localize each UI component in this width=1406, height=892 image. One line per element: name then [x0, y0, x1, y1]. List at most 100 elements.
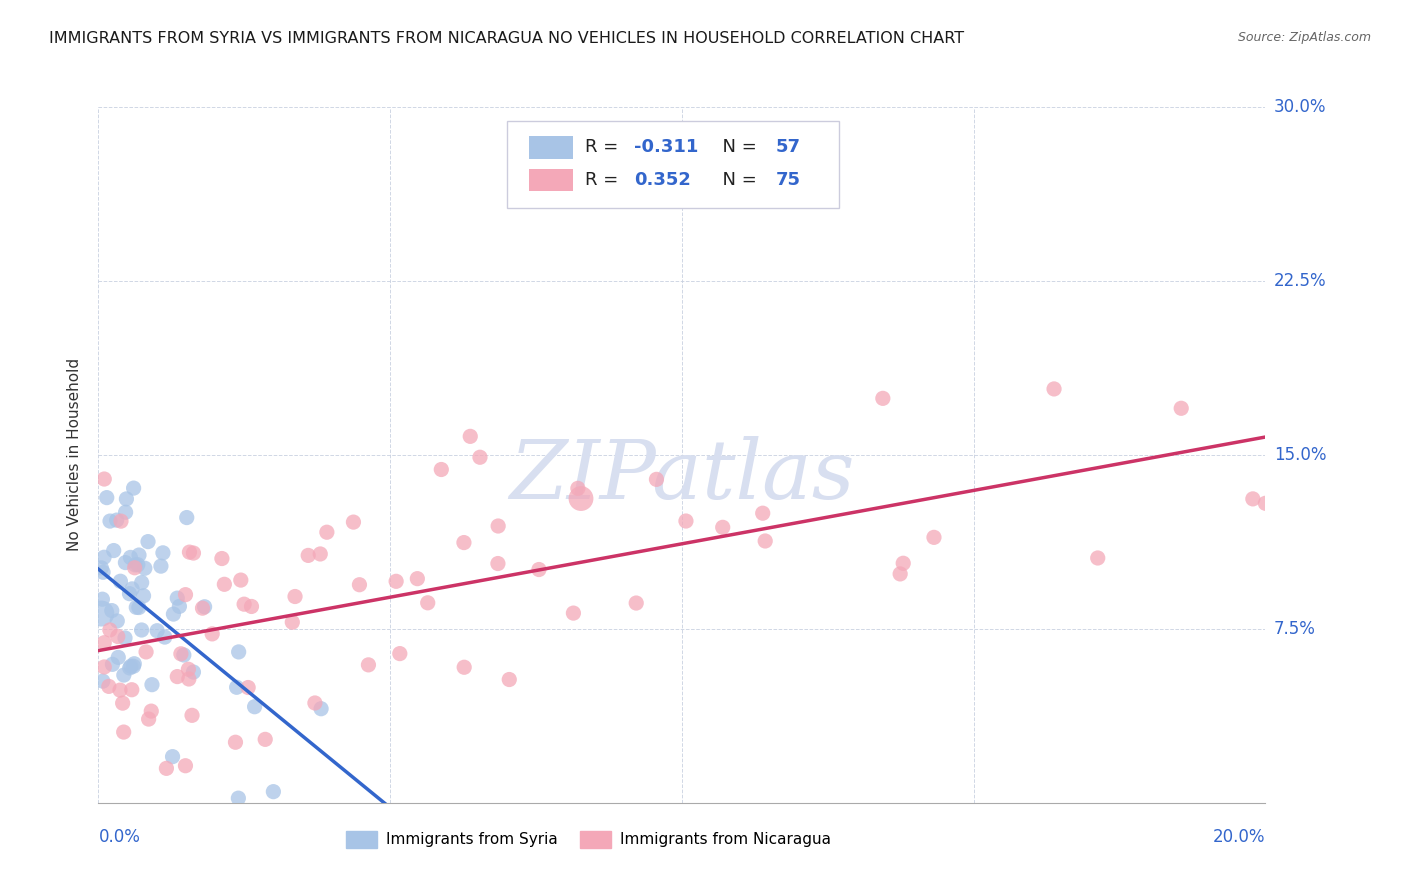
- Point: [124, 657, 146, 671]
- Point: [183, 546, 205, 560]
- Point: [1241, 491, 1264, 506]
- Text: N =: N =: [711, 138, 762, 156]
- Point: [177, 672, 200, 686]
- Point: [125, 600, 148, 615]
- Text: ZIPatlas: ZIPatlas: [509, 436, 855, 516]
- Point: [146, 624, 169, 638]
- Point: [93, 636, 115, 650]
- Point: [101, 657, 124, 672]
- Point: [166, 669, 188, 683]
- Point: [357, 657, 380, 672]
- Point: [114, 556, 136, 570]
- Text: IMMIGRANTS FROM SYRIA VS IMMIGRANTS FROM NICARAGUA NO VEHICLES IN HOUSEHOLD CORR: IMMIGRANTS FROM SYRIA VS IMMIGRANTS FROM…: [49, 31, 965, 46]
- Legend: Immigrants from Syria, Immigrants from Nicaragua: Immigrants from Syria, Immigrants from N…: [340, 824, 837, 855]
- Point: [111, 696, 134, 710]
- Point: [183, 665, 205, 679]
- Text: 22.5%: 22.5%: [1274, 272, 1326, 290]
- Point: [486, 557, 509, 571]
- Point: [304, 696, 326, 710]
- Point: [567, 481, 589, 495]
- Point: [1170, 401, 1192, 416]
- Point: [91, 592, 114, 607]
- Point: [1254, 496, 1277, 510]
- Text: Source: ZipAtlas.com: Source: ZipAtlas.com: [1237, 31, 1371, 45]
- Text: 57: 57: [775, 138, 800, 156]
- Text: R =: R =: [585, 138, 624, 156]
- Point: [211, 551, 233, 566]
- Point: [90, 607, 112, 621]
- Point: [240, 599, 263, 614]
- Point: [122, 481, 145, 495]
- Point: [118, 587, 141, 601]
- Point: [124, 561, 146, 575]
- Point: [889, 566, 911, 581]
- Point: [127, 558, 149, 572]
- Point: [162, 607, 184, 621]
- Point: [96, 491, 118, 505]
- Point: [406, 572, 429, 586]
- Point: [872, 392, 894, 406]
- Point: [98, 623, 121, 637]
- Point: [162, 749, 184, 764]
- Point: [103, 543, 125, 558]
- Point: [228, 645, 250, 659]
- Point: [132, 589, 155, 603]
- Point: [174, 588, 197, 602]
- Point: [124, 558, 146, 572]
- Point: [135, 645, 157, 659]
- Point: [430, 462, 453, 476]
- Point: [385, 574, 408, 589]
- Bar: [529, 169, 574, 191]
- Point: [225, 680, 247, 694]
- Text: 15.0%: 15.0%: [1274, 446, 1326, 464]
- FancyBboxPatch shape: [508, 121, 839, 208]
- Point: [254, 732, 277, 747]
- Point: [309, 547, 332, 561]
- Point: [236, 681, 259, 695]
- Point: [229, 573, 252, 587]
- Y-axis label: No Vehicles in Household: No Vehicles in Household: [67, 359, 83, 551]
- Point: [214, 577, 236, 591]
- Point: [98, 514, 121, 528]
- Point: [131, 575, 153, 590]
- Point: [153, 630, 176, 644]
- Point: [645, 472, 668, 486]
- Point: [152, 546, 174, 560]
- Point: [201, 627, 224, 641]
- Point: [262, 785, 284, 799]
- Point: [922, 530, 945, 544]
- Text: -0.311: -0.311: [634, 138, 699, 156]
- Point: [891, 556, 914, 570]
- Point: [105, 614, 128, 628]
- Point: [136, 534, 159, 549]
- Point: [711, 520, 734, 534]
- Point: [155, 761, 177, 775]
- Point: [228, 791, 250, 805]
- Point: [90, 561, 112, 575]
- Point: [569, 491, 592, 506]
- Text: 30.0%: 30.0%: [1274, 98, 1326, 116]
- Point: [754, 533, 776, 548]
- Point: [281, 615, 304, 630]
- Point: [179, 545, 201, 559]
- Point: [115, 491, 138, 506]
- Point: [105, 513, 128, 527]
- Point: [170, 647, 193, 661]
- Point: [110, 574, 132, 589]
- Point: [149, 559, 172, 574]
- Point: [128, 600, 150, 615]
- Point: [131, 623, 153, 637]
- Point: [315, 525, 337, 540]
- Point: [309, 702, 332, 716]
- Point: [107, 650, 129, 665]
- Point: [118, 661, 141, 675]
- Point: [141, 678, 163, 692]
- Text: 20.0%: 20.0%: [1213, 828, 1265, 846]
- Point: [562, 606, 585, 620]
- Point: [458, 429, 481, 443]
- Point: [626, 596, 648, 610]
- Point: [93, 550, 115, 565]
- Point: [297, 549, 319, 563]
- Point: [342, 515, 364, 529]
- Point: [128, 548, 150, 562]
